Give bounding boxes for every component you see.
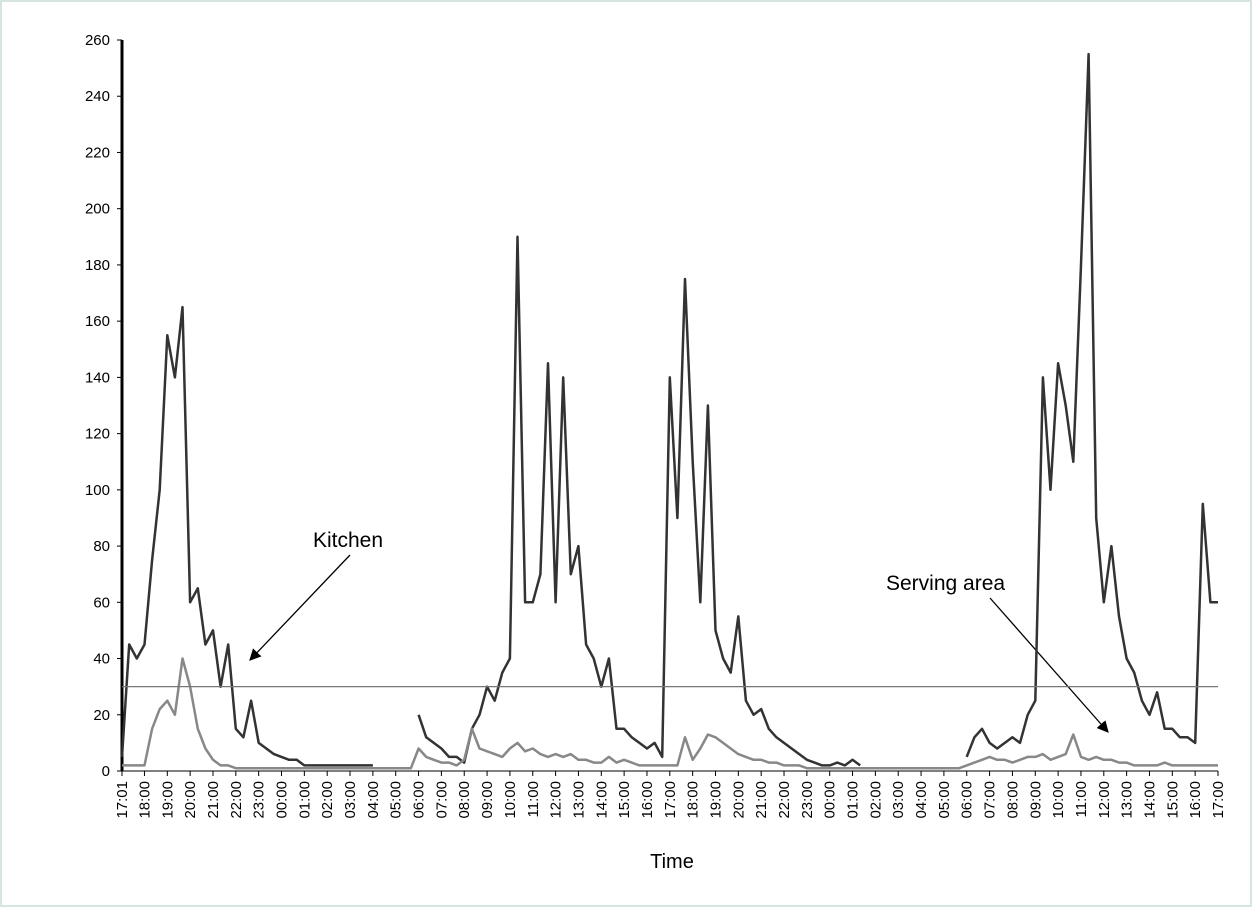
y-tick-label: 80 <box>93 538 110 555</box>
x-tick-label: 02:00 <box>867 781 884 819</box>
x-tick-label: 00:00 <box>274 781 291 819</box>
x-tick-label: 16:00 <box>639 781 656 819</box>
x-tick-label: 15:00 <box>1164 781 1181 819</box>
x-tick-label: 07:00 <box>433 781 450 819</box>
x-tick-label: 12:00 <box>1096 781 1113 819</box>
series-line <box>120 52 1218 767</box>
annotation: Kitchen <box>313 529 383 552</box>
annotation-arrow <box>249 554 351 661</box>
x-tick-label: 20:00 <box>730 781 747 819</box>
x-tick-label: 13:00 <box>1119 781 1136 819</box>
x-tick-label: 14:00 <box>1141 781 1158 819</box>
x-tick-label: 17:01 <box>114 781 131 819</box>
y-tick-label: 20 <box>93 707 110 724</box>
y-tick-label: 260 <box>85 32 110 49</box>
x-tick-label: 19:00 <box>159 781 176 819</box>
x-tick-label: 07:00 <box>982 781 999 819</box>
x-tick-label: 06:00 <box>959 781 976 819</box>
x-tick-label: 14:00 <box>593 781 610 819</box>
x-tick-label: 12:00 <box>548 781 565 819</box>
x-tick-label: 06:00 <box>411 781 428 819</box>
x-tick-label: 21:00 <box>205 781 222 819</box>
x-tick-label: 17:00 <box>1210 781 1227 819</box>
annotation-arrow <box>989 597 1109 733</box>
y-tick-label: 240 <box>85 88 110 105</box>
x-tick-label: 22:00 <box>228 781 245 819</box>
x-tick-label: 09:00 <box>1027 781 1044 819</box>
x-tick-label: 23:00 <box>251 781 268 819</box>
x-tick-label: 01:00 <box>296 781 313 819</box>
x-tick-label: 08:00 <box>1004 781 1021 819</box>
x-tick-label: 04:00 <box>365 781 382 819</box>
x-tick-label: 16:00 <box>1187 781 1204 819</box>
x-tick-label: 03:00 <box>342 781 359 819</box>
y-tick-label: 120 <box>85 426 110 443</box>
y-tick-label: 60 <box>93 594 110 611</box>
y-tick-label: 140 <box>85 369 110 386</box>
x-tick-label: 08:00 <box>456 781 473 819</box>
y-tick-label: 100 <box>85 482 110 499</box>
x-tick-label: 22:00 <box>776 781 793 819</box>
x-tick-label: 04:00 <box>913 781 930 819</box>
x-tick-label: 00:00 <box>822 781 839 819</box>
annotation: Serving area <box>886 572 1005 595</box>
x-axis-title: Time <box>650 851 694 873</box>
x-tick-label: 17:00 <box>662 781 679 819</box>
x-tick-label: 11:00 <box>525 781 542 817</box>
x-tick-label: 11:00 <box>1073 781 1090 817</box>
x-tick-label: 15:00 <box>616 781 633 819</box>
x-tick-label: 02:00 <box>319 781 336 819</box>
x-tick-label: 23:00 <box>799 781 816 819</box>
series-line <box>122 657 1218 770</box>
y-tick-label: 160 <box>85 313 110 330</box>
x-tick-label: 01:00 <box>845 781 862 819</box>
x-tick-label: 10:00 <box>502 781 519 819</box>
x-tick-label: 20:00 <box>182 781 199 819</box>
x-tick-label: 05:00 <box>936 781 953 819</box>
x-tick-label: 18:00 <box>136 781 153 819</box>
x-tick-label: 19:00 <box>707 781 724 819</box>
x-tick-label: 10:00 <box>1050 781 1067 819</box>
x-tick-label: 18:00 <box>685 781 702 819</box>
y-tick-label: 220 <box>85 144 110 161</box>
y-tick-label: 40 <box>93 651 110 668</box>
y-tick-label: 180 <box>85 257 110 274</box>
x-tick-label: 03:00 <box>890 781 907 819</box>
x-tick-label: 13:00 <box>570 781 587 819</box>
y-tick-label: 0 <box>102 763 110 780</box>
y-tick-label: 200 <box>85 201 110 218</box>
x-tick-label: 05:00 <box>388 781 405 819</box>
x-tick-label: 09:00 <box>479 781 496 819</box>
x-tick-label: 21:00 <box>753 781 770 819</box>
